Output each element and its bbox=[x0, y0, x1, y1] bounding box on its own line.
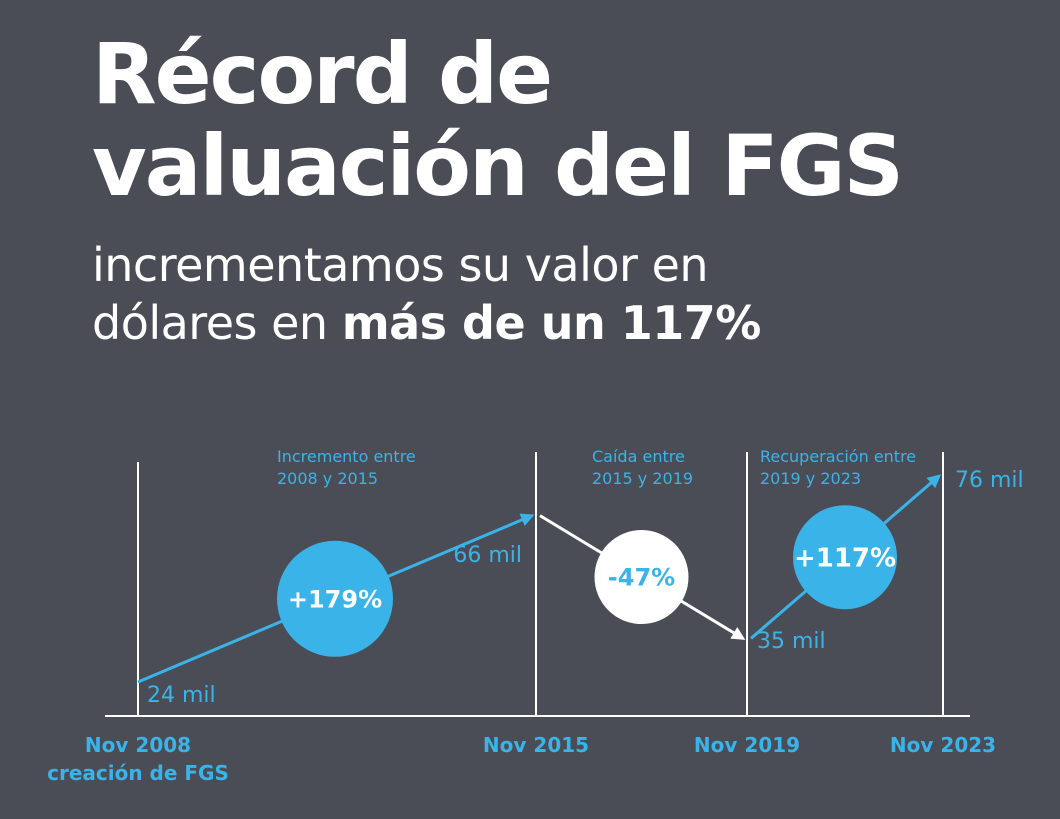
change-circle-2 bbox=[793, 505, 897, 610]
subtitle-line-2-normal: dólares en bbox=[92, 296, 342, 350]
x-tick-label-0: Nov 2008 bbox=[85, 733, 191, 757]
label-layer: Nov 2008 creación de FGS Nov 2015 Nov 2019 N… bbox=[47, 447, 1024, 785]
segment-description-2-line-1: 2019 y 2023 bbox=[760, 469, 861, 488]
subtitle-line-2: dólares en más de un 117% bbox=[92, 294, 761, 352]
change-circle-1 bbox=[594, 530, 689, 625]
page-title: Récord de valuación del FGS bbox=[92, 25, 904, 215]
title-line-1: Récord de bbox=[92, 25, 553, 123]
title-line-2: valuación del FGS bbox=[92, 117, 904, 215]
segment-description-0-line-0: Incremento entre bbox=[277, 447, 416, 466]
value-label-3: 76 mil bbox=[955, 468, 1024, 493]
change-label-1: -47% bbox=[608, 564, 675, 592]
change-label-0: +179% bbox=[288, 585, 382, 613]
value-label-0: 24 mil bbox=[147, 683, 216, 708]
x-tick-label-3: Nov 2023 bbox=[890, 733, 996, 757]
segment-description-2-line-0: Recuperación entre bbox=[760, 447, 916, 466]
x-tick-label-1: Nov 2015 bbox=[483, 733, 589, 757]
segment-description-1-line-0: Caída entre bbox=[592, 447, 685, 466]
subtitle-line-2-bold: más de un 117% bbox=[341, 296, 762, 350]
value-label-1: 66 mil bbox=[453, 543, 522, 568]
subtitle: incrementamos su valor en dólares en más… bbox=[92, 236, 761, 352]
value-label-2: 35 mil bbox=[757, 629, 826, 654]
change-circle-0 bbox=[277, 540, 393, 657]
grid-layer bbox=[105, 452, 970, 717]
subtitle-line-1: incrementamos su valor en bbox=[92, 238, 709, 292]
change-label-2: +117% bbox=[794, 544, 896, 574]
segment-layer bbox=[137, 474, 942, 684]
segment-description-0-line-1: 2008 y 2015 bbox=[277, 469, 378, 488]
x-tick-sublabel-0: creación de FGS bbox=[47, 761, 229, 785]
segment-description-1-line-1: 2015 y 2019 bbox=[592, 469, 693, 488]
x-tick-label-2: Nov 2019 bbox=[694, 733, 800, 757]
